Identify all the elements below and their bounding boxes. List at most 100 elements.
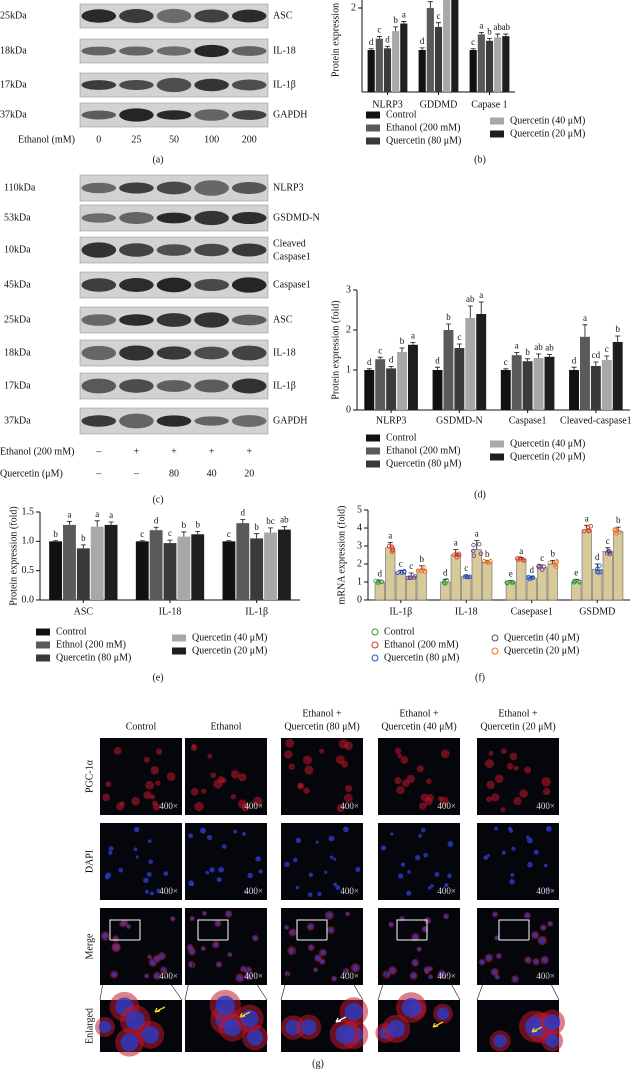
legend-marker bbox=[366, 447, 380, 455]
significance-letter: cd bbox=[592, 350, 601, 360]
blue-nucleus bbox=[414, 854, 421, 861]
error-bar bbox=[435, 366, 441, 370]
y-tick-label: 0 bbox=[357, 594, 362, 605]
red-signal bbox=[285, 738, 295, 748]
blue-nucleus bbox=[447, 841, 454, 847]
error-bar bbox=[376, 36, 382, 39]
error-bar bbox=[514, 352, 520, 356]
significance-letter: c bbox=[168, 528, 172, 538]
significance-letter: d bbox=[443, 567, 448, 577]
red-signal bbox=[217, 776, 225, 783]
column-header: Ethanol + bbox=[302, 708, 342, 719]
blot-band bbox=[194, 243, 229, 257]
red-signal bbox=[524, 766, 532, 774]
significance-letter: c bbox=[377, 25, 381, 35]
legend-marker bbox=[371, 628, 379, 636]
error-bar bbox=[139, 540, 145, 542]
error-bar bbox=[571, 366, 577, 370]
bar bbox=[90, 526, 104, 600]
bar bbox=[500, 370, 511, 410]
blue-nucleus bbox=[418, 834, 422, 838]
blue-nucleus bbox=[241, 966, 246, 971]
significance-letter: a bbox=[515, 340, 519, 350]
molecular-weight: 17kDa bbox=[0, 79, 27, 90]
red-signal bbox=[190, 787, 199, 796]
significance-letter: c bbox=[378, 345, 382, 355]
legend-label: Quercetin (20 μM) bbox=[192, 645, 267, 656]
blue-nucleus bbox=[135, 855, 139, 859]
condition-mark: + bbox=[209, 446, 215, 457]
bar bbox=[76, 548, 90, 600]
condition-label: Ethanol (200 mM) bbox=[0, 446, 74, 457]
blue-nucleus bbox=[154, 973, 160, 979]
error-bar bbox=[167, 539, 173, 544]
data-dot bbox=[505, 580, 510, 586]
significance-letter: d bbox=[530, 565, 535, 575]
red-signal bbox=[304, 765, 314, 775]
blue-nucleus bbox=[412, 934, 419, 940]
error-bar bbox=[593, 361, 599, 366]
blue-nucleus bbox=[423, 852, 428, 858]
protein-label: ASC bbox=[273, 10, 293, 21]
blot-band bbox=[119, 413, 154, 429]
bar bbox=[264, 532, 277, 600]
bar bbox=[612, 342, 623, 410]
blot-band bbox=[231, 345, 267, 361]
blot-band bbox=[119, 278, 154, 292]
red-signal bbox=[113, 746, 122, 755]
blue-nucleus bbox=[333, 857, 337, 861]
blue-nucleus bbox=[202, 911, 207, 915]
data-dot bbox=[395, 570, 400, 576]
bar bbox=[408, 344, 418, 410]
red-signal bbox=[297, 782, 305, 790]
blue-nucleus bbox=[355, 866, 361, 873]
legend-marker bbox=[371, 654, 379, 662]
magnification: 400× bbox=[437, 886, 456, 896]
red-signal bbox=[394, 777, 402, 785]
bar bbox=[163, 543, 177, 600]
blue-nucleus bbox=[328, 927, 334, 933]
blue-nucleus bbox=[188, 880, 194, 887]
red-signal bbox=[500, 807, 506, 813]
zoom-line bbox=[426, 939, 461, 1001]
y-axis-label: Protein expression (fold) bbox=[8, 506, 19, 605]
y-tick-label: 5 bbox=[357, 504, 362, 515]
data-dot bbox=[418, 568, 424, 574]
blue-nucleus bbox=[150, 959, 156, 966]
blue-nucleus bbox=[108, 846, 114, 851]
molecular-weight: 10kDa bbox=[4, 244, 31, 255]
magnification: 400× bbox=[159, 801, 178, 811]
red-signal bbox=[519, 789, 528, 798]
blue-nucleus bbox=[111, 971, 117, 977]
error-bar bbox=[368, 48, 374, 50]
significance-letter: b bbox=[400, 336, 405, 346]
blue-nucleus bbox=[246, 973, 252, 979]
blot-band bbox=[156, 415, 192, 427]
significance-letter: a bbox=[479, 290, 483, 300]
error-bar bbox=[478, 31, 484, 35]
condition-mark: – bbox=[95, 468, 102, 479]
significance-letter: b bbox=[419, 554, 424, 564]
y-tick-label: 3 bbox=[346, 284, 351, 295]
significance-letter: bc bbox=[266, 516, 275, 526]
magnification: 400× bbox=[159, 971, 178, 981]
red-signal bbox=[397, 753, 403, 759]
legend-marker bbox=[490, 453, 504, 461]
zoom-box bbox=[296, 919, 328, 941]
legend-label: Quercetin (80 μM) bbox=[384, 652, 459, 663]
blot-band bbox=[231, 415, 267, 427]
significance-letter: a bbox=[95, 509, 99, 519]
data-dot bbox=[527, 576, 532, 582]
red-signal bbox=[338, 738, 349, 749]
legend-label: Ethanol (200 mM) bbox=[386, 122, 460, 133]
blot-band bbox=[81, 46, 117, 56]
blue-nucleus bbox=[226, 911, 231, 917]
data-dot bbox=[422, 569, 428, 575]
magnification: 400× bbox=[340, 971, 359, 981]
arrow bbox=[432, 1021, 444, 1028]
error-bar bbox=[366, 368, 372, 370]
error-bar bbox=[94, 520, 100, 527]
y-tick-label: 1.0 bbox=[22, 536, 35, 547]
column-header: Ethanol + bbox=[399, 708, 439, 719]
